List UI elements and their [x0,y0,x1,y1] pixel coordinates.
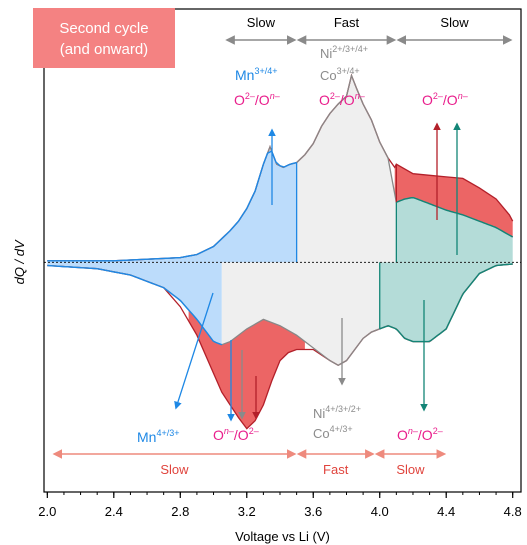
x-tick-label-0: 2.0 [38,504,56,519]
region-fills [47,77,512,429]
fill-charge-blue [47,150,296,263]
region-bottom-label-1: Fast [323,462,349,477]
cycle-badge-line2: (and onward) [60,41,148,58]
x-tick-label-1: 2.4 [105,504,123,519]
region-top-label-2: Slow [440,15,469,30]
y-axis-label: dQ / dV [12,239,27,284]
label-co-discharge: Co4+/3+ [313,424,353,441]
cycle-badge: Second cycle (and onward) [33,8,175,68]
regions-top: Slow Fast Slow [227,15,511,40]
region-top-label-0: Slow [247,15,276,30]
x-tick-label-5: 4.0 [371,504,389,519]
label-mn-discharge: Mn4+/3+ [137,428,179,445]
x-axis-label: Voltage vs Li (V) [235,529,330,544]
label-o-discharge-2: On–/O2– [397,426,443,443]
region-bottom-label-0: Slow [160,462,189,477]
label-ni-discharge: Ni4+/3+/2+ [313,404,361,421]
label-mn-charge: Mn3+/4+ [235,66,277,83]
label-o-charge-1: O2–/On– [234,91,281,108]
cycle-badge-line1: Second cycle [59,20,148,37]
label-o-charge-3: O2–/On– [422,91,469,108]
x-tick-label-7: 4.8 [504,504,522,519]
region-top-label-1: Fast [334,15,360,30]
x-tick-label-4: 3.6 [304,504,322,519]
label-ni-charge: Ni2+/3+/4+ [320,44,368,61]
x-tick-label-3: 3.2 [238,504,256,519]
x-tick-label-6: 4.4 [437,504,455,519]
x-tick-label-2: 2.8 [171,504,189,519]
x-axis: 2.0 2.4 2.8 3.2 3.6 4.0 4.4 4.8 [38,492,521,519]
region-bottom-label-2: Slow [396,462,425,477]
label-o-discharge-1: On–/O2– [213,426,259,443]
regions-bottom: Slow Fast Slow [54,454,444,477]
